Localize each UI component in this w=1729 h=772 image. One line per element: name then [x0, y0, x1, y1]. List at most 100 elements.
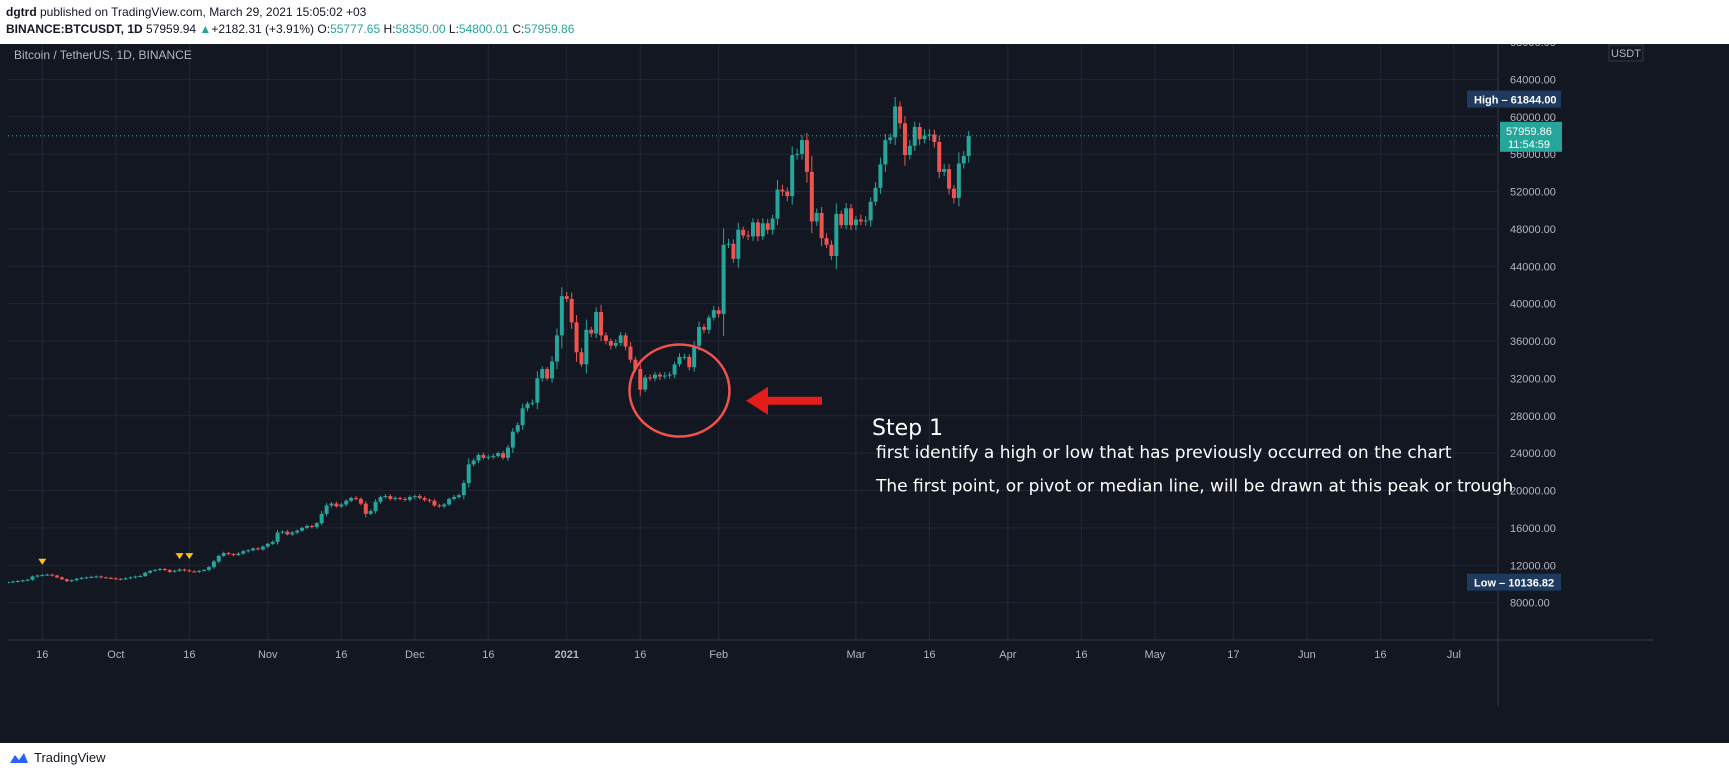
candle-body: [589, 329, 594, 334]
candle-body: [437, 505, 442, 507]
candle-body: [128, 577, 133, 579]
candle-body: [701, 326, 706, 330]
candle-body: [300, 527, 305, 531]
highlight-circle: [628, 343, 731, 438]
candle-body: [226, 553, 231, 555]
chart-title: Bitcoin / TetherUS, 1D, BINANCE: [14, 48, 192, 62]
candle-body: [711, 310, 716, 318]
candle-body: [456, 495, 461, 498]
candle-body: [853, 219, 858, 226]
candle-body: [153, 569, 158, 571]
time-tick-label: 16: [36, 649, 48, 661]
price-tick-label: 48000.00: [1510, 224, 1556, 236]
candle-body: [55, 575, 60, 578]
price-tick-label: 24000.00: [1510, 448, 1556, 460]
candle-body: [246, 550, 251, 552]
price-tick-label: 12000.00: [1510, 560, 1556, 572]
candle-body: [94, 576, 99, 578]
candle-body: [417, 496, 422, 498]
candle-body: [917, 127, 922, 140]
candle-body: [167, 569, 172, 572]
candle-body: [202, 569, 207, 571]
price-tick-label: 40000.00: [1510, 299, 1556, 311]
low-label: L:: [448, 22, 459, 36]
candle-body: [780, 189, 785, 192]
candle-body: [383, 496, 388, 498]
candle-body: [123, 578, 128, 580]
change-up-icon: ▲: [199, 22, 212, 36]
candle-body: [486, 456, 491, 458]
candle-body: [8, 582, 10, 584]
header-bar: dgtrd published on TradingView.com, Marc…: [0, 0, 1729, 44]
candle-body: [937, 141, 942, 172]
candle-body: [907, 145, 912, 156]
time-tick-label: Oct: [107, 649, 124, 661]
candle-body: [785, 191, 790, 197]
candle-body: [961, 155, 966, 164]
candle-body: [795, 154, 800, 156]
candle-body: [947, 169, 952, 189]
chart-pane[interactable]: 8000.00 12000.00 16000.00 20000.00 24000.00 2…: [8, 44, 1654, 706]
candle-body: [20, 580, 25, 582]
tradingview-brand[interactable]: TradingView: [34, 750, 106, 765]
candle-body: [427, 499, 432, 501]
candle-body: [692, 345, 697, 368]
candle-body: [314, 523, 319, 527]
footer-bar: TradingView: [0, 743, 1729, 772]
candle-body: [800, 140, 805, 155]
candle-body: [638, 369, 643, 390]
candle-body: [15, 580, 20, 582]
candle-body: [422, 497, 427, 500]
candle-body: [677, 356, 682, 365]
candle-body: [319, 513, 324, 524]
time-tick-label: 16: [923, 649, 935, 661]
open-label: O:: [317, 22, 331, 36]
price-chart[interactable]: 8000.00 12000.00 16000.00 20000.00 24000.00 2…: [8, 44, 1654, 706]
symbol-label: BINANCE:BTCUSDT, 1D: [6, 22, 143, 36]
candle-body: [829, 244, 834, 256]
candle-body: [373, 501, 378, 512]
candle-body: [290, 532, 295, 535]
candle-body: [339, 504, 344, 507]
close-value: 57959.86: [524, 22, 575, 36]
candle-body: [765, 223, 770, 230]
candle-body: [834, 213, 839, 256]
candle-body: [956, 163, 961, 199]
candle-body: [324, 505, 329, 514]
price-tick-label: 16000.00: [1510, 523, 1556, 535]
candle-body: [501, 453, 506, 458]
step-title: Step 1: [872, 416, 943, 441]
candle-body: [79, 577, 84, 579]
candle-body: [476, 454, 481, 461]
candle-body: [211, 561, 216, 568]
candle-body: [809, 171, 814, 222]
candle-body: [304, 526, 309, 528]
candle-body: [177, 569, 182, 571]
candle-body: [491, 455, 496, 457]
publisher-name[interactable]: dgtrd: [6, 5, 37, 19]
candle-body: [540, 369, 545, 379]
candle-body: [187, 570, 192, 572]
high-label: High – 61844.00: [1474, 95, 1557, 107]
candle-body: [398, 497, 403, 499]
candle-body: [648, 377, 653, 379]
candle-body: [40, 575, 45, 577]
candle-body: [285, 531, 290, 535]
candle-body: [599, 312, 604, 336]
candle-body: [118, 578, 123, 580]
candle-body: [682, 356, 687, 358]
candle-body: [358, 498, 363, 504]
price-tick-label: 36000.00: [1510, 336, 1556, 348]
price-tick-label: 44000.00: [1510, 261, 1556, 273]
candle-body: [182, 569, 187, 571]
candle-body: [530, 402, 535, 404]
candle-body: [236, 553, 241, 555]
time-tick-label: Jun: [1298, 649, 1316, 661]
candle-body: [344, 500, 349, 505]
candle-body: [868, 201, 873, 221]
price-tick-label: 32000.00: [1510, 373, 1556, 385]
candle-body: [819, 212, 824, 239]
candle-body: [363, 503, 368, 514]
time-tick-label: 2021: [555, 649, 579, 661]
